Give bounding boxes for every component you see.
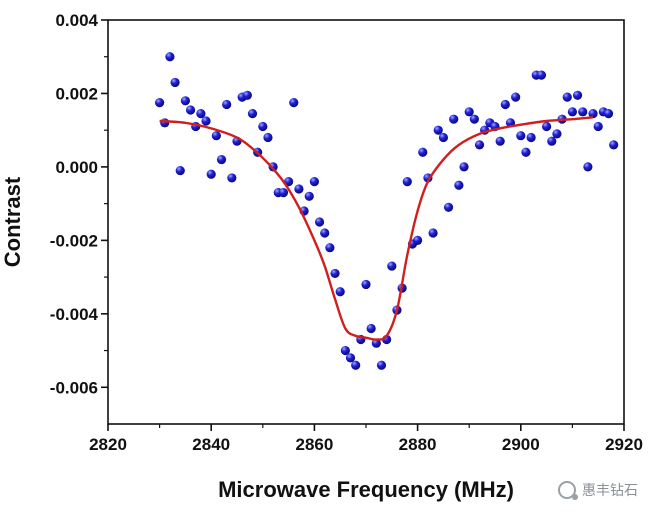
data-point — [216, 154, 227, 165]
data-point — [376, 360, 387, 370]
data-point — [211, 131, 221, 141]
x-tick-label: 2900 — [502, 435, 540, 454]
x-tick-label: 2880 — [399, 435, 437, 454]
data-point — [495, 136, 505, 146]
data-point — [227, 173, 237, 183]
data-point — [567, 107, 578, 117]
x-tick-label: 2920 — [605, 435, 643, 454]
x-axis-title: Microwave Frequency (MHz) — [218, 477, 514, 502]
fit-curve — [159, 116, 594, 341]
data-point — [418, 147, 428, 157]
data-point — [459, 162, 469, 172]
data-point — [511, 92, 521, 102]
data-point — [438, 132, 448, 143]
data-point — [387, 261, 397, 271]
data-point — [433, 125, 443, 135]
data-point — [294, 184, 304, 194]
data-point — [242, 90, 252, 100]
data-point — [196, 109, 206, 119]
y-tick-label: -0.006 — [50, 378, 98, 397]
chat-bubble-icon — [558, 481, 578, 500]
data-point — [155, 98, 165, 108]
data-point — [536, 70, 547, 80]
data-point — [170, 77, 180, 88]
data-point — [185, 105, 196, 115]
data-point — [572, 90, 583, 100]
data-point — [469, 114, 479, 124]
data-point — [464, 107, 474, 117]
watermark-text: 惠丰钻石 — [582, 483, 638, 499]
data-point — [175, 165, 185, 176]
data-point — [428, 228, 438, 238]
data-point — [454, 180, 464, 190]
data-point — [552, 129, 562, 139]
data-point — [263, 132, 273, 143]
x-tick-label: 2840 — [192, 435, 230, 454]
x-axis-ticks: 2820 2840 2860 2880 2900 2920 — [89, 424, 643, 454]
y-tick-label: 0.002 — [55, 84, 98, 103]
plot-area — [107, 19, 625, 425]
data-point — [500, 99, 510, 110]
data-point — [180, 96, 190, 106]
data-point — [206, 169, 216, 179]
x-tick-label: 2820 — [89, 435, 127, 454]
data-point — [402, 177, 412, 187]
data-point — [247, 109, 258, 119]
data-point — [160, 118, 170, 128]
data-point — [366, 323, 376, 334]
data-point — [289, 98, 299, 108]
data-point — [371, 338, 381, 348]
data-point — [474, 140, 485, 150]
data-point — [516, 131, 526, 141]
data-point — [201, 116, 211, 126]
data-point — [278, 188, 289, 198]
data-point — [542, 121, 552, 132]
data-point — [335, 287, 345, 297]
data-point — [413, 235, 423, 245]
data-point — [526, 132, 536, 143]
data-point — [578, 107, 588, 117]
data-point — [165, 52, 175, 62]
data-point — [449, 114, 459, 124]
data-point — [345, 353, 356, 363]
data-point — [340, 345, 350, 356]
data-point — [351, 360, 361, 370]
data-point — [258, 121, 268, 132]
data-point — [222, 99, 232, 110]
data-point — [588, 109, 598, 119]
x-tick-label: 2860 — [295, 435, 333, 454]
data-point — [547, 136, 557, 146]
data-point — [521, 147, 531, 157]
data-point — [361, 279, 371, 290]
data-point — [325, 243, 335, 253]
watermark: 惠丰钻石 — [558, 480, 638, 500]
data-point — [304, 191, 314, 201]
data-point — [603, 109, 614, 119]
y-tick-label: 0.000 — [55, 158, 98, 177]
data-point — [330, 268, 340, 279]
data-point — [609, 140, 619, 150]
data-point — [443, 202, 454, 212]
scatter-series — [155, 52, 619, 370]
y-axis-ticks: -0.006 -0.004 -0.002 0.000 0.002 0.004 — [50, 11, 108, 397]
data-point — [583, 162, 593, 172]
data-point — [314, 217, 325, 227]
y-tick-label: -0.004 — [50, 305, 99, 324]
data-point — [320, 228, 330, 238]
y-tick-label: -0.002 — [50, 231, 98, 250]
y-axis-title: Contrast — [0, 176, 25, 267]
data-point — [562, 92, 572, 102]
y-tick-label: 0.004 — [55, 11, 98, 30]
data-point — [593, 121, 603, 132]
data-point — [309, 177, 319, 187]
